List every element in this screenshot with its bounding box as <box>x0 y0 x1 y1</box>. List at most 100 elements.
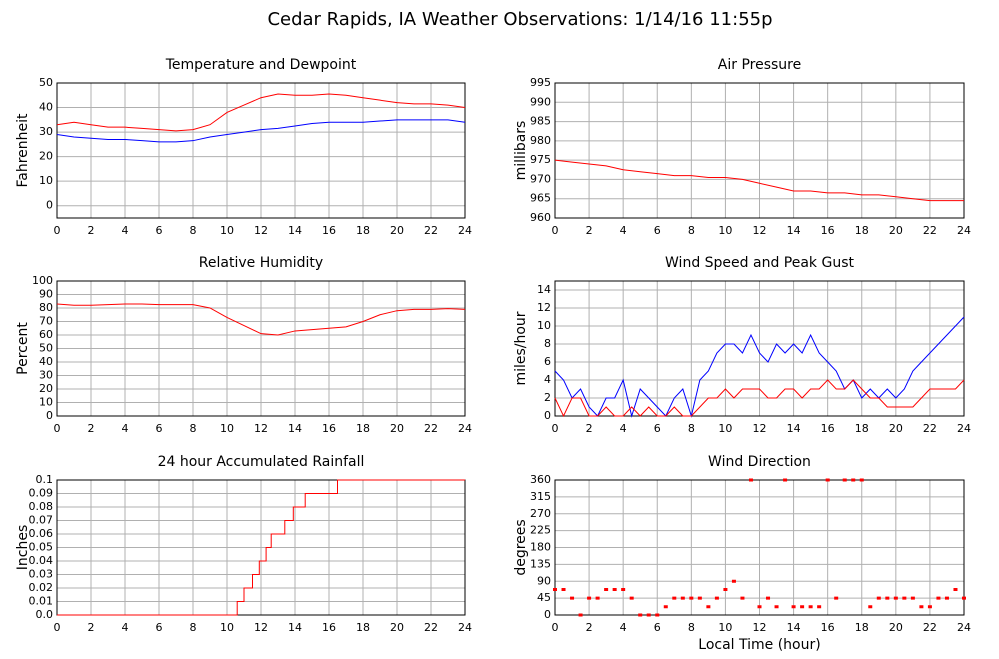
data-point <box>876 596 881 600</box>
x-tick-label: 12 <box>254 422 268 435</box>
y-tick-label: 975 <box>530 153 551 166</box>
y-tick-label: 980 <box>530 134 551 147</box>
panel-title: 24 hour Accumulated Rainfall <box>158 454 365 470</box>
x-tick-label: 6 <box>654 224 661 237</box>
data-point <box>587 596 592 600</box>
x-tick-label: 8 <box>688 422 695 435</box>
y-tick-label: 0.09 <box>29 487 54 500</box>
x-tick-label: 10 <box>718 621 732 634</box>
x-tick-label: 12 <box>254 224 268 237</box>
x-tick-label: 8 <box>688 621 695 634</box>
y-tick-label: 12 <box>537 301 551 314</box>
x-tick-label: 24 <box>957 422 971 435</box>
x-tick-label: 22 <box>424 422 438 435</box>
x-tick-label: 8 <box>688 224 695 237</box>
data-point <box>655 613 660 617</box>
data-point <box>834 596 839 600</box>
data-line <box>57 479 465 616</box>
x-tick-label: 2 <box>88 422 95 435</box>
y-axis-label: Percent <box>15 322 31 375</box>
x-tick-label: 2 <box>586 224 593 237</box>
x-tick-label: 24 <box>458 422 472 435</box>
y-tick-label: 6 <box>544 355 551 368</box>
data-point <box>791 605 796 609</box>
data-point <box>936 596 941 600</box>
x-tick-label: 16 <box>322 621 336 634</box>
data-point <box>748 478 753 482</box>
y-tick-label: 90 <box>537 574 551 587</box>
x-tick-label: 18 <box>356 422 370 435</box>
y-tick-label: 135 <box>530 557 551 570</box>
y-tick-label: 225 <box>530 524 551 537</box>
x-tick-label: 24 <box>458 621 472 634</box>
data-line <box>56 119 466 143</box>
x-tick-label: 4 <box>122 224 129 237</box>
y-tick-label: 10 <box>39 396 53 409</box>
y-tick-label: 0 <box>46 199 53 212</box>
x-tick-label: 14 <box>288 422 302 435</box>
x-tick-label: 14 <box>787 422 801 435</box>
x-tick-label: 0 <box>54 621 61 634</box>
data-point <box>578 613 583 617</box>
plot-frame <box>56 82 466 219</box>
y-axis-label: miles/hour <box>513 311 529 385</box>
y-tick-label: 8 <box>544 337 551 350</box>
y-tick-label: 985 <box>530 115 551 128</box>
x-tick-label: 10 <box>220 224 234 237</box>
data-line <box>554 379 965 418</box>
data-point <box>612 588 617 591</box>
data-point <box>706 605 711 609</box>
y-tick-label: 360 <box>530 473 551 486</box>
x-tick-label: 2 <box>88 224 95 237</box>
y-tick-label: 995 <box>530 76 551 89</box>
data-point <box>561 588 566 591</box>
y-tick-label: 0.02 <box>29 581 54 594</box>
y-tick-label: 0 <box>544 409 551 422</box>
data-point <box>663 605 668 609</box>
y-tick-label: 20 <box>39 150 53 163</box>
x-tick-label: 22 <box>424 224 438 237</box>
y-tick-label: 50 <box>39 342 53 355</box>
data-point <box>953 588 958 591</box>
y-tick-label: 0.1 <box>36 473 54 486</box>
x-tick-label: 10 <box>718 224 732 237</box>
data-point <box>817 605 822 609</box>
data-point <box>595 596 600 600</box>
y-tick-label: 0.05 <box>29 541 54 554</box>
data-point <box>868 605 873 609</box>
y-tick-label: 990 <box>530 95 551 108</box>
panel-title: Temperature and Dewpoint <box>165 57 357 73</box>
x-tick-label: 18 <box>855 224 869 237</box>
data-point <box>859 478 864 482</box>
x-tick-label: 4 <box>122 621 129 634</box>
x-tick-label: 18 <box>356 621 370 634</box>
data-point <box>689 596 694 600</box>
y-tick-label: 70 <box>39 315 53 328</box>
x-tick-label: 0 <box>552 422 559 435</box>
y-tick-label: 45 <box>537 591 551 604</box>
data-point <box>766 596 771 600</box>
x-tick-label: 6 <box>156 621 163 634</box>
data-line <box>56 303 466 336</box>
x-tick-label: 22 <box>923 621 937 634</box>
x-tick-label: 20 <box>889 224 903 237</box>
x-tick-label: 4 <box>620 224 627 237</box>
data-point <box>672 596 677 600</box>
y-tick-label: 960 <box>530 211 551 224</box>
y-tick-label: 0.01 <box>29 595 54 608</box>
x-tick-label: 14 <box>288 621 302 634</box>
y-axis-label: Inches <box>15 525 31 570</box>
y-tick-label: 0.04 <box>29 554 54 567</box>
page-title: Cedar Rapids, IA Weather Observations: 1… <box>267 9 772 30</box>
y-tick-label: 50 <box>39 76 53 89</box>
y-tick-label: 315 <box>530 490 551 503</box>
y-tick-label: 0.08 <box>29 500 54 513</box>
x-tick-label: 22 <box>923 224 937 237</box>
y-tick-label: 0.03 <box>29 568 54 581</box>
x-tick-label: 22 <box>923 422 937 435</box>
y-axis-label: Fahrenheit <box>15 113 31 188</box>
y-tick-label: 40 <box>39 355 53 368</box>
x-tick-label: 14 <box>288 224 302 237</box>
x-tick-label: 16 <box>821 621 835 634</box>
